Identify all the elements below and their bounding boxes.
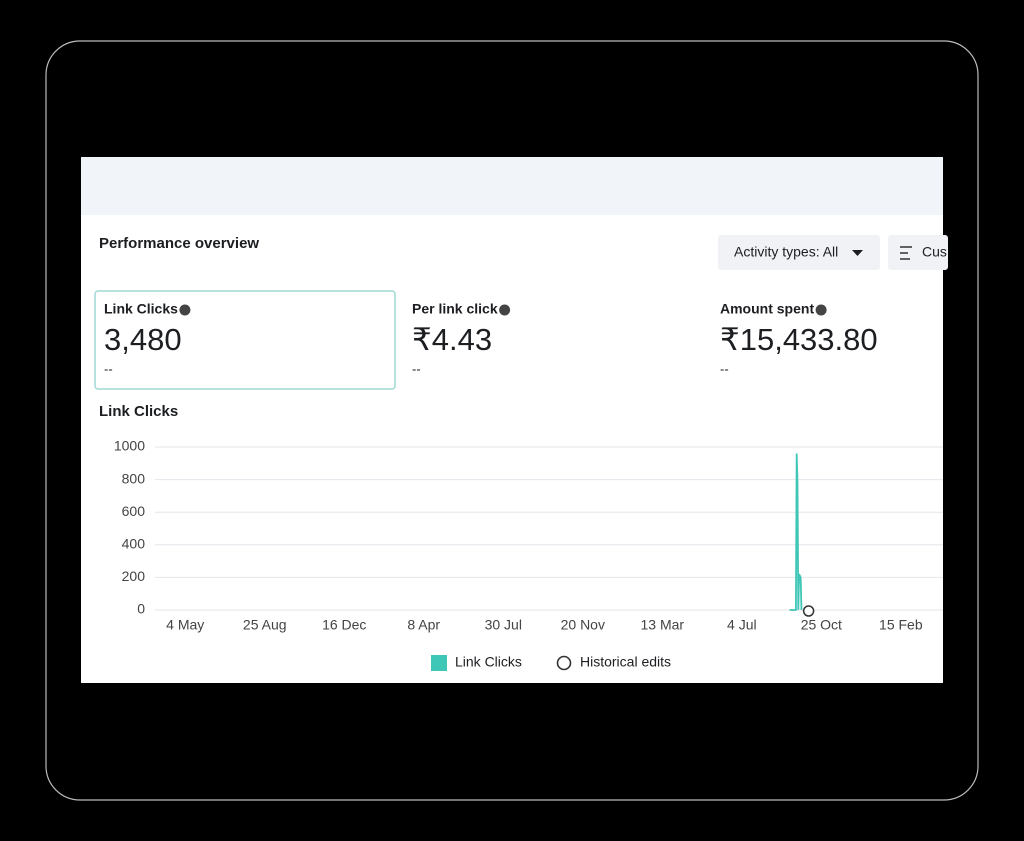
legend-swatch <box>431 655 447 671</box>
x-tick-label: 25 Oct <box>801 617 842 633</box>
button-label: Cus <box>922 244 947 260</box>
section-title: Performance overview <box>99 235 259 252</box>
metric-value: ₹15,433.80 <box>720 322 878 357</box>
customise-button[interactable] <box>888 235 948 270</box>
metric-label: Link Clicks <box>104 301 178 317</box>
y-tick-label: 400 <box>122 536 146 552</box>
historical-edit-marker <box>802 605 815 617</box>
metric-change: -- <box>104 361 113 376</box>
x-tick-label: 4 Jul <box>727 617 757 633</box>
metric-change: -- <box>412 361 421 376</box>
legend-label: Historical edits <box>580 654 671 670</box>
filter-dropdown[interactable] <box>718 235 880 270</box>
x-tick-label: 8 Apr <box>407 617 440 633</box>
x-tick-label: 16 Dec <box>322 617 366 633</box>
x-tick-label: 13 Mar <box>641 617 685 633</box>
metric-value: 3,480 <box>104 322 182 357</box>
y-tick-label: 800 <box>122 470 146 486</box>
legend-icon <box>556 655 572 671</box>
top-band <box>81 157 943 215</box>
metric-label: Amount spent <box>720 301 814 317</box>
x-tick-label: 30 Jul <box>485 617 522 633</box>
metric-label: Per link click <box>412 301 498 317</box>
y-tick-label: 0 <box>137 601 145 617</box>
info-icon <box>179 304 191 316</box>
x-tick-label: 15 Feb <box>879 617 923 633</box>
dropdown-arrow <box>852 250 863 256</box>
chart-title: Link Clicks <box>99 403 178 420</box>
button-icon <box>900 246 912 260</box>
metric-change: -- <box>720 361 729 376</box>
info-icon <box>499 304 511 316</box>
y-tick-label: 600 <box>122 503 146 519</box>
x-tick-label: 25 Aug <box>243 617 287 633</box>
filter-label: Activity types: All <box>734 244 838 260</box>
y-tick-label: 200 <box>122 568 146 584</box>
x-tick-label: 4 May <box>166 617 204 633</box>
x-tick-label: 20 Nov <box>561 617 605 633</box>
info-icon <box>815 304 827 316</box>
y-tick-label: 1000 <box>114 438 145 454</box>
line <box>789 453 803 611</box>
metric-card-selected[interactable] <box>94 290 396 390</box>
metric-value: ₹4.43 <box>412 322 492 357</box>
frame <box>45 40 979 801</box>
legend-label: Link Clicks <box>455 654 522 670</box>
